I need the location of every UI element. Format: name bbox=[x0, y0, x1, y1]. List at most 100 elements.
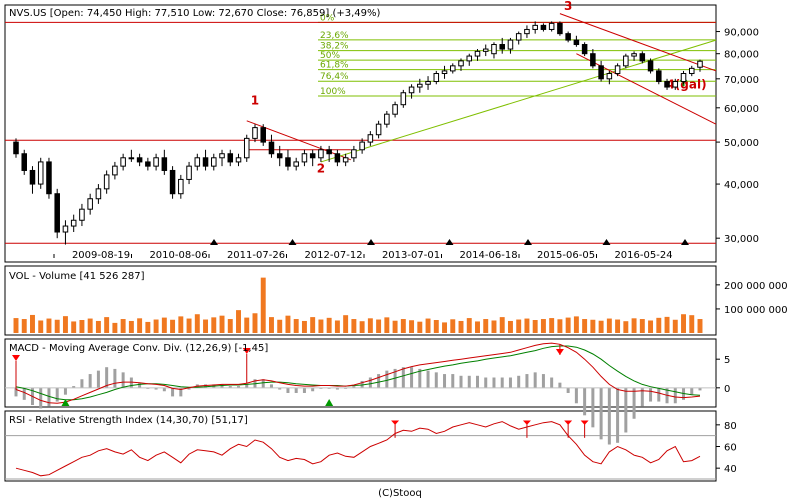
volume-bar bbox=[343, 315, 349, 333]
candle bbox=[557, 21, 563, 36]
date-axis-label: 2012-07-12 bbox=[304, 250, 362, 261]
volume-bar bbox=[178, 316, 184, 333]
candle-body bbox=[639, 53, 646, 62]
candle-body bbox=[293, 161, 299, 167]
candle-body bbox=[548, 22, 555, 30]
macd-histogram-bar bbox=[269, 384, 273, 388]
volume-bar bbox=[598, 320, 604, 333]
candle bbox=[425, 76, 431, 90]
candle bbox=[178, 174, 184, 199]
fib-level-label: 50% bbox=[320, 51, 340, 61]
macd-histogram-bar bbox=[22, 387, 26, 400]
candle-body bbox=[680, 73, 687, 83]
volume-bar bbox=[236, 310, 241, 333]
volume-bar bbox=[689, 315, 695, 333]
candle bbox=[186, 161, 192, 185]
candle-body bbox=[202, 157, 209, 167]
macd-histogram-bar bbox=[55, 387, 59, 402]
candle-body bbox=[425, 81, 431, 85]
macd-histogram-bar bbox=[179, 387, 183, 397]
price-panel-title: NVS.US [Open: 74,450 High: 77,510 Low: 7… bbox=[9, 8, 380, 19]
macd-histogram-bar bbox=[96, 370, 100, 388]
macd-histogram-bar bbox=[451, 374, 455, 388]
candle bbox=[400, 89, 407, 108]
candle bbox=[62, 220, 69, 245]
volume-bar bbox=[38, 320, 44, 333]
macd-histogram-bar bbox=[698, 387, 702, 391]
volume-bar bbox=[161, 317, 167, 333]
wave-label: 1 bbox=[251, 94, 259, 108]
macd-histogram-bar bbox=[434, 372, 438, 388]
volume-bar bbox=[450, 319, 456, 333]
price-panel-frame bbox=[4, 4, 717, 263]
macd-histogram-bar bbox=[129, 377, 133, 388]
macd-histogram-bar bbox=[47, 387, 51, 407]
candle-body bbox=[79, 208, 85, 221]
sell-signal-icon bbox=[242, 348, 251, 354]
volume-bar bbox=[425, 318, 431, 333]
candle bbox=[672, 78, 679, 90]
candle bbox=[37, 157, 44, 189]
macd-signal-line bbox=[15, 345, 701, 401]
candle bbox=[573, 35, 580, 47]
rsi-sell-signal-icon bbox=[391, 420, 400, 425]
candle bbox=[87, 193, 93, 215]
candle bbox=[482, 44, 489, 57]
volume-bar bbox=[648, 320, 654, 333]
trend-channel-upper bbox=[559, 13, 717, 72]
macd-histogram-bar bbox=[517, 375, 521, 388]
macd-histogram-bar bbox=[105, 367, 109, 388]
candle bbox=[169, 166, 176, 199]
macd-histogram-bar bbox=[154, 387, 158, 390]
date-axis-label: 2011-07-26 bbox=[227, 250, 285, 261]
candle bbox=[285, 149, 291, 171]
candle-body bbox=[169, 169, 176, 195]
volume-bar bbox=[672, 319, 678, 333]
buy-signal-icon bbox=[61, 399, 70, 406]
candle-body bbox=[120, 157, 126, 167]
candle bbox=[351, 145, 357, 162]
candle-body bbox=[285, 157, 291, 167]
macd-plot bbox=[5, 342, 716, 445]
rsi-sell-signal-icon bbox=[522, 420, 531, 425]
candle-body bbox=[656, 70, 662, 83]
volume-bar bbox=[334, 320, 340, 333]
candle bbox=[359, 138, 365, 154]
candle bbox=[243, 134, 250, 162]
candle bbox=[623, 53, 629, 69]
date-x-axis: 2009-08-19 2010-08-06 2011-07-26 2012-07-12… bbox=[53, 239, 689, 261]
volume-bar bbox=[203, 319, 209, 333]
volume-bar bbox=[112, 322, 118, 333]
candle bbox=[309, 149, 316, 167]
macd-histogram-bar bbox=[121, 372, 125, 388]
candle bbox=[326, 145, 332, 162]
macd-histogram-bar bbox=[63, 387, 67, 395]
price-overlays: 0% 23,6%38,2%50%61,8%76,4% 100% 1 2 3 4(gal) bbox=[5, 0, 717, 244]
wave-label: 3 bbox=[564, 0, 572, 13]
candle bbox=[375, 120, 382, 139]
candle bbox=[342, 153, 349, 167]
candle bbox=[46, 157, 52, 199]
volume-bar bbox=[128, 320, 134, 333]
candle-body bbox=[598, 65, 604, 80]
candle bbox=[219, 149, 225, 167]
volume-bar bbox=[615, 319, 621, 333]
volume-bar bbox=[549, 318, 555, 333]
volume-bar bbox=[590, 319, 596, 333]
candle bbox=[29, 166, 36, 194]
macd-histogram-bar bbox=[443, 374, 447, 388]
candle-body bbox=[87, 198, 93, 210]
macd-histogram-bar bbox=[385, 370, 389, 388]
candle bbox=[532, 21, 538, 34]
macd-histogram-bar bbox=[80, 379, 84, 388]
volume-bar bbox=[656, 317, 662, 333]
macd-histogram-bar bbox=[500, 377, 504, 388]
candle bbox=[441, 65, 448, 79]
macd-histogram-bar bbox=[657, 387, 661, 402]
candle bbox=[466, 53, 473, 66]
volume-bar bbox=[211, 317, 217, 333]
price-y-axis: 30,000 40,000 50,000 60,000 70,000 80,000 90,0… bbox=[716, 28, 759, 245]
fib-level-label: 76,4% bbox=[320, 72, 349, 82]
volume-bar bbox=[507, 320, 513, 333]
candle-body bbox=[524, 28, 530, 35]
